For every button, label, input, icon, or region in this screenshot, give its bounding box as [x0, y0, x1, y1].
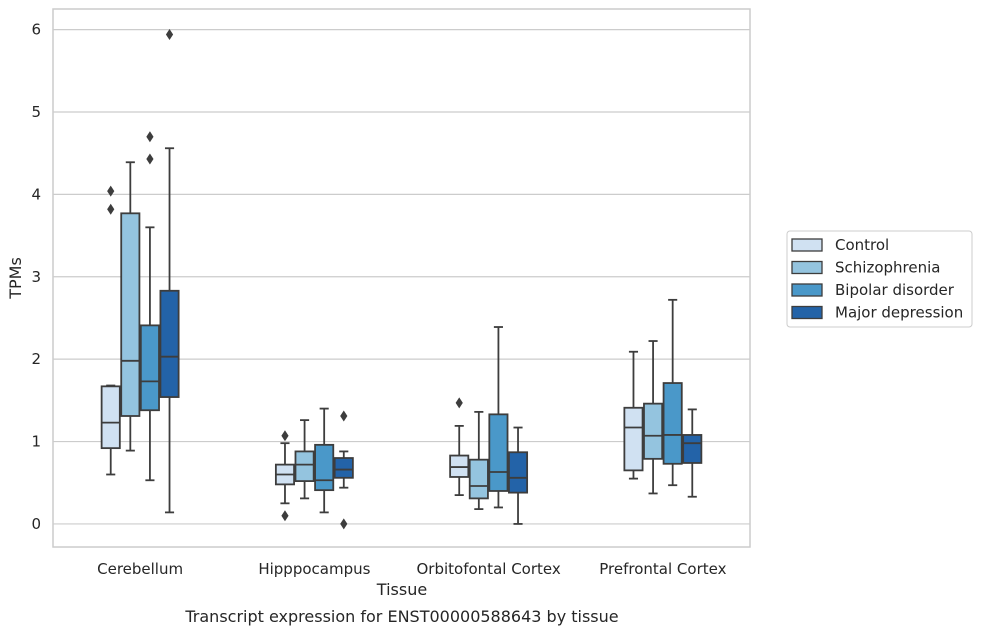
y-tick-label: 3: [31, 268, 41, 286]
outlier-point: [107, 185, 115, 197]
box-schizophrenia: [120, 161, 141, 452]
y-axis-label: TPMs: [6, 257, 25, 300]
y-tick-label: 6: [31, 21, 41, 39]
box-major-depression: [508, 426, 529, 525]
y-tick-label: 1: [31, 433, 41, 451]
box-major-depression: [682, 408, 703, 498]
box-iqr: [333, 457, 354, 479]
box-bipolar-disorder: [488, 326, 509, 509]
box-schizophrenia: [468, 410, 489, 511]
outlier-point: [107, 203, 115, 215]
x-tick-label: Prefrontal Cortex: [599, 560, 726, 578]
box-schizophrenia: [294, 419, 315, 500]
plot-frame: [52, 8, 751, 548]
box-bipolar-disorder: [314, 407, 335, 514]
box-series: [100, 29, 703, 530]
x-axis-ticks: Cerebellum Hipppocampus Orbitofontal Corte…: [97, 560, 726, 578]
outlier-point: [146, 131, 154, 143]
legend-swatch: [791, 260, 823, 275]
box-control: [449, 397, 470, 496]
box-iqr: [662, 382, 683, 465]
y-tick-label: 0: [31, 515, 41, 533]
y-tick-label: 4: [31, 185, 41, 203]
legend-label: Control: [835, 236, 889, 254]
legend-swatch: [791, 305, 823, 320]
box-major-depression: [333, 410, 354, 530]
box-iqr: [314, 443, 335, 492]
outlier-point: [281, 430, 289, 442]
legend-label: Major depression: [835, 304, 963, 322]
y-tick-label: 5: [31, 103, 41, 121]
legend-frame: [786, 230, 973, 328]
box-iqr: [100, 385, 121, 450]
box-control: [623, 350, 644, 480]
box-bipolar-disorder: [139, 131, 160, 482]
box-iqr: [159, 289, 180, 398]
plot-area: [53, 9, 750, 547]
box-control: [274, 430, 295, 522]
box-iqr: [508, 451, 529, 494]
y-axis-ticks: 0 1 2 3 4 5 6: [31, 21, 41, 533]
box-major-depression: [159, 29, 180, 514]
legend-swatch: [791, 283, 823, 297]
box-iqr: [682, 434, 703, 464]
box-bipolar-disorder: [662, 298, 683, 487]
chart-caption: Transcript expression for ENST0000058864…: [184, 607, 618, 626]
x-axis-label: Tissue: [376, 580, 427, 599]
legend: Control Schizophrenia Bipolar disorder Majo…: [786, 230, 973, 328]
y-tick-label: 2: [31, 350, 41, 368]
box-schizophrenia: [643, 340, 664, 495]
box-iqr: [623, 406, 644, 472]
x-tick-label: Orbitofontal Cortex: [417, 560, 561, 578]
outlier-point: [340, 518, 348, 530]
box-iqr: [139, 324, 160, 412]
box-control: [100, 185, 121, 476]
box-iqr: [120, 212, 141, 417]
box-iqr: [488, 413, 509, 492]
outlier-point: [455, 397, 463, 409]
box-iqr: [294, 450, 315, 482]
box-iqr: [643, 402, 664, 460]
legend-label: Schizophrenia: [835, 259, 940, 277]
x-tick-label: Cerebellum: [97, 560, 183, 578]
x-tick-label: Hipppocampus: [258, 560, 370, 578]
box-iqr: [468, 458, 489, 500]
outlier-point: [165, 29, 174, 41]
outlier-point: [281, 510, 289, 522]
outlier-point: [146, 153, 154, 165]
legend-label: Bipolar disorder: [835, 281, 955, 299]
outlier-point: [340, 410, 348, 422]
legend-swatch: [791, 238, 823, 252]
